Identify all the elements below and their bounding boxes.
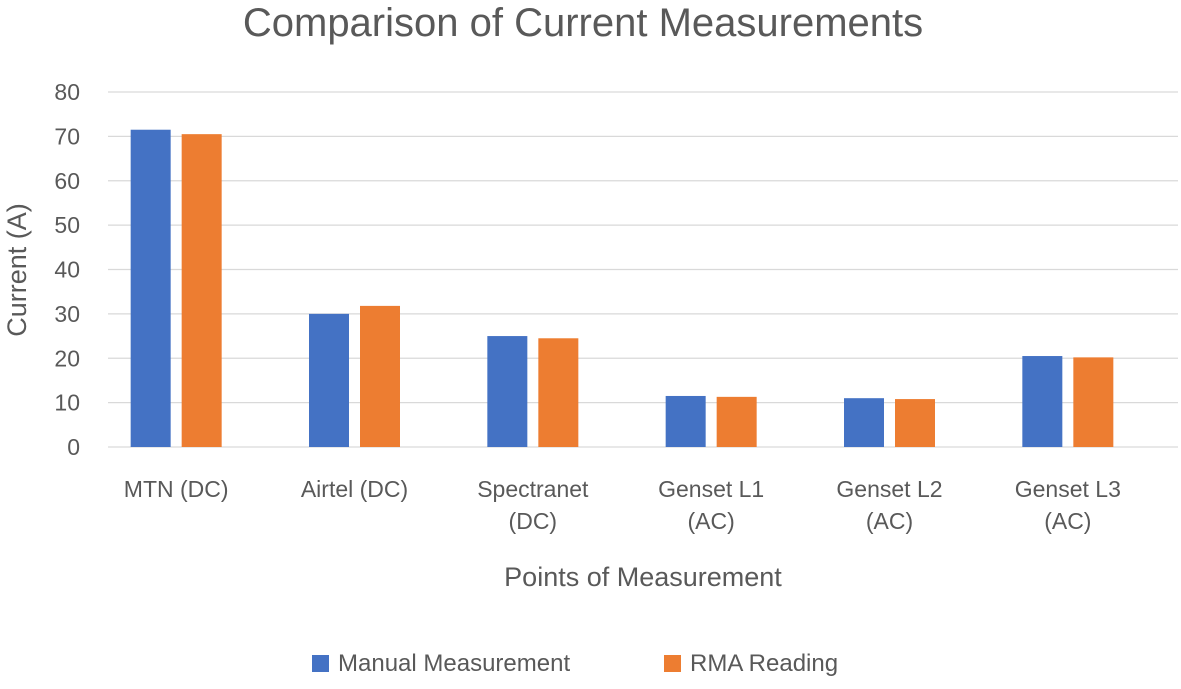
bars: [130, 129, 1114, 447]
legend: Manual Measurement RMA Reading: [312, 650, 838, 677]
x-axis-category-labels: MTN (DC) Airtel (DC) Spectranet (DC) Genset …: [124, 476, 1121, 534]
x-category-label: Genset L1 (AC): [658, 476, 764, 534]
bar-rma-reading: [895, 399, 935, 447]
legend-label: Manual Measurement: [338, 650, 570, 677]
y-tick-label: 50: [54, 212, 80, 238]
bar-manual-measurement: [130, 129, 171, 447]
y-tick-label: 20: [54, 345, 80, 371]
y-tick-label: 70: [54, 123, 80, 149]
legend-swatch: [664, 655, 681, 672]
y-tick-label: 30: [54, 301, 80, 327]
x-category-label: Genset L3 (AC): [1015, 476, 1121, 534]
gridlines: [108, 91, 1178, 448]
bar-rma-reading: [716, 396, 757, 447]
legend-swatch: [312, 655, 329, 672]
y-tick-label: 40: [54, 257, 80, 283]
x-category-label: Genset L2 (AC): [836, 476, 942, 534]
x-category-label: Airtel (DC): [301, 476, 408, 502]
bar-manual-measurement: [487, 336, 528, 447]
x-category-label: MTN (DC): [124, 476, 229, 502]
y-tick-label: 60: [54, 168, 80, 194]
bar-rma-reading: [181, 134, 222, 447]
legend-label: RMA Reading: [690, 650, 838, 677]
y-tick-label: 0: [67, 434, 80, 460]
y-tick-label: 80: [54, 79, 80, 105]
bar-rma-reading: [538, 338, 579, 447]
bar-manual-measurement: [665, 395, 706, 447]
bar-manual-measurement: [309, 313, 349, 447]
y-axis-title: Current (A): [2, 203, 32, 337]
bar-manual-measurement: [1022, 356, 1063, 447]
bar-rma-reading: [1073, 357, 1114, 447]
x-category-label: Spectranet (DC): [477, 476, 589, 534]
bar-rma-reading: [360, 305, 400, 447]
y-tick-label: 10: [54, 390, 80, 416]
chart-title: Comparison of Current Measurements: [243, 1, 923, 45]
x-axis-title: Points of Measurement: [504, 562, 782, 592]
y-axis-ticks: 0 10 20 30 40 50 60 70 80: [54, 79, 80, 460]
bar-manual-measurement: [844, 398, 884, 447]
